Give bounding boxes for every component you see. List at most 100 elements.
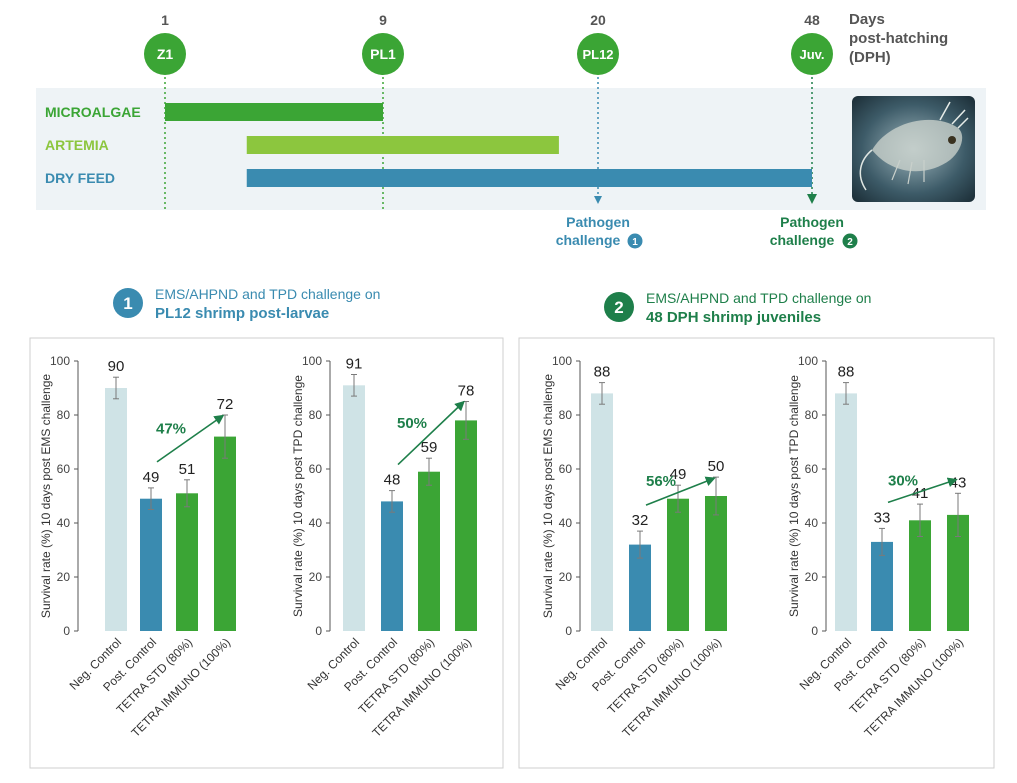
value-label-tetra-std: 49	[670, 466, 687, 483]
feed-bar-dry-feed	[246, 169, 812, 187]
feed-label-dry-feed: DRY FEED	[45, 170, 115, 186]
improvement-label: 30%	[888, 472, 918, 489]
value-label-tetra-std: 41	[912, 485, 929, 502]
y-tick-label: 100	[50, 354, 70, 368]
value-label-tetra-immuno: 50	[708, 458, 725, 475]
challenge-1-line1: Pathogen	[566, 214, 630, 230]
value-label-post-control: 33	[874, 509, 891, 526]
y-tick-label: 40	[805, 516, 819, 530]
improvement-arrow	[156, 414, 225, 463]
bar-tetra-immuno	[705, 496, 727, 631]
value-label-post-control: 48	[384, 472, 401, 489]
bar-post-control	[871, 541, 893, 631]
feed-bar-microalgae	[165, 103, 383, 121]
panel-1-number: 1	[123, 294, 132, 313]
y-tick-label: 20	[559, 570, 573, 584]
y-tick-label: 40	[309, 516, 323, 530]
challenge-2-line1: Pathogen	[780, 214, 844, 230]
bar-neg-control	[105, 388, 127, 631]
y-tick-label: 0	[315, 624, 322, 638]
y-tick-label: 0	[565, 624, 572, 638]
y-tick-label: 60	[559, 462, 573, 476]
bar-tetra-immuno	[455, 420, 477, 631]
y-axis-label: Survival rate (%) 10 days post TPD chall…	[787, 375, 801, 617]
y-tick-label: 0	[63, 624, 70, 638]
value-label-neg-control: 91	[346, 356, 363, 373]
y-axis-label: Survival rate (%) 10 days post EMS chall…	[541, 374, 555, 618]
shrimp-photo	[852, 96, 975, 202]
dph-label-line2: post-hatching	[849, 30, 948, 47]
bar-post-control	[629, 544, 651, 631]
y-tick-label: 40	[559, 516, 573, 530]
feed-label-artemia: ARTEMIA	[45, 137, 109, 153]
bar-post-control	[140, 498, 162, 631]
panel-2-title-line2: 48 DPH shrimp juveniles	[646, 309, 821, 326]
bar-neg-control	[591, 393, 613, 631]
bar-neg-control	[343, 385, 365, 631]
day-label-1: 1	[161, 12, 169, 28]
panel-1-frame	[29, 337, 504, 769]
bar-tetra-immuno	[214, 436, 236, 631]
value-label-neg-control: 88	[594, 364, 611, 381]
y-tick-label: 60	[309, 462, 323, 476]
y-tick-label: 100	[302, 354, 322, 368]
improvement-arrow	[645, 476, 716, 506]
bar-neg-control	[835, 393, 857, 631]
challenge-2-badge	[842, 233, 858, 249]
y-tick-label: 80	[805, 408, 819, 422]
y-tick-label: 20	[57, 570, 71, 584]
bar-post-control	[381, 501, 403, 631]
milestone-z1-label: Z1	[157, 46, 174, 62]
panel-2-number: 2	[614, 298, 623, 317]
bar-tetra-std	[418, 471, 440, 631]
day-label-9: 9	[379, 12, 387, 28]
challenge-2-line2: challenge	[770, 232, 835, 248]
improvement-label: 47%	[156, 420, 186, 437]
chart-1: 0 20 40 60 80 100 Survival rate (%) 10 days po…	[39, 354, 236, 740]
panel-2-title-line1: EMS/AHPND and TPD challenge on	[646, 290, 871, 306]
chart-3: 0 20 40 60 80 100 Survival rate (%) 10 days po…	[541, 354, 727, 740]
challenge-1-badge	[627, 233, 643, 249]
value-label-tetra-immuno: 78	[458, 383, 475, 400]
y-tick-label: 100	[798, 354, 818, 368]
chart-4: 0 20 40 60 80 100 Survival rate (%) 10 days po…	[787, 354, 969, 740]
value-label-post-control: 49	[143, 469, 160, 486]
value-label-neg-control: 88	[838, 364, 855, 381]
milestone-z1-circle	[144, 33, 186, 75]
improvement-label: 56%	[646, 473, 676, 490]
dph-label-line1: Days	[849, 11, 885, 28]
milestone-pl1-label: PL1	[370, 46, 396, 62]
feed-label-microalgae: MICROALGAE	[45, 104, 141, 120]
milestone-pl1-circle	[362, 33, 404, 75]
panel-1-title-line1: EMS/AHPND and TPD challenge on	[155, 286, 380, 302]
challenge-2-number: 2	[847, 237, 853, 248]
panel-1-title-line2: PL12 shrimp post-larvae	[155, 305, 329, 322]
panel-1-header: 1 EMS/AHPND and TPD challenge on PL12 sh…	[113, 286, 380, 322]
value-label-tetra-immuno: 72	[217, 396, 234, 413]
panel-2-header: 2 EMS/AHPND and TPD challenge on 48 DPH …	[604, 290, 871, 326]
y-tick-label: 60	[57, 462, 71, 476]
bar-tetra-std	[176, 493, 198, 631]
panel-2-badge	[604, 292, 634, 322]
milestone-pl12-circle	[577, 33, 619, 75]
value-label-tetra-std: 59	[421, 439, 438, 456]
challenge-1-line2: challenge	[556, 232, 621, 248]
y-tick-label: 20	[805, 570, 819, 584]
y-tick-label: 40	[57, 516, 71, 530]
y-tick-label: 80	[559, 408, 573, 422]
bar-tetra-std	[667, 498, 689, 631]
y-tick-label: 80	[57, 408, 71, 422]
improvement-label: 50%	[397, 415, 427, 432]
panel-2-frame	[518, 337, 995, 769]
y-tick-label: 80	[309, 408, 323, 422]
y-tick-label: 60	[805, 462, 819, 476]
y-axis-label: Survival rate (%) 10 days post TPD chall…	[291, 375, 305, 617]
day-label-48: 48	[804, 12, 820, 28]
y-axis-label: Survival rate (%) 10 days post EMS chall…	[39, 374, 53, 618]
improvement-arrow	[887, 477, 958, 504]
y-tick-label: 20	[309, 570, 323, 584]
milestone-pl12-label: PL12	[582, 47, 613, 62]
day-label-20: 20	[590, 12, 606, 28]
charts: 0 20 40 60 80 100 Survival rate (%) 10 days po…	[39, 354, 969, 740]
